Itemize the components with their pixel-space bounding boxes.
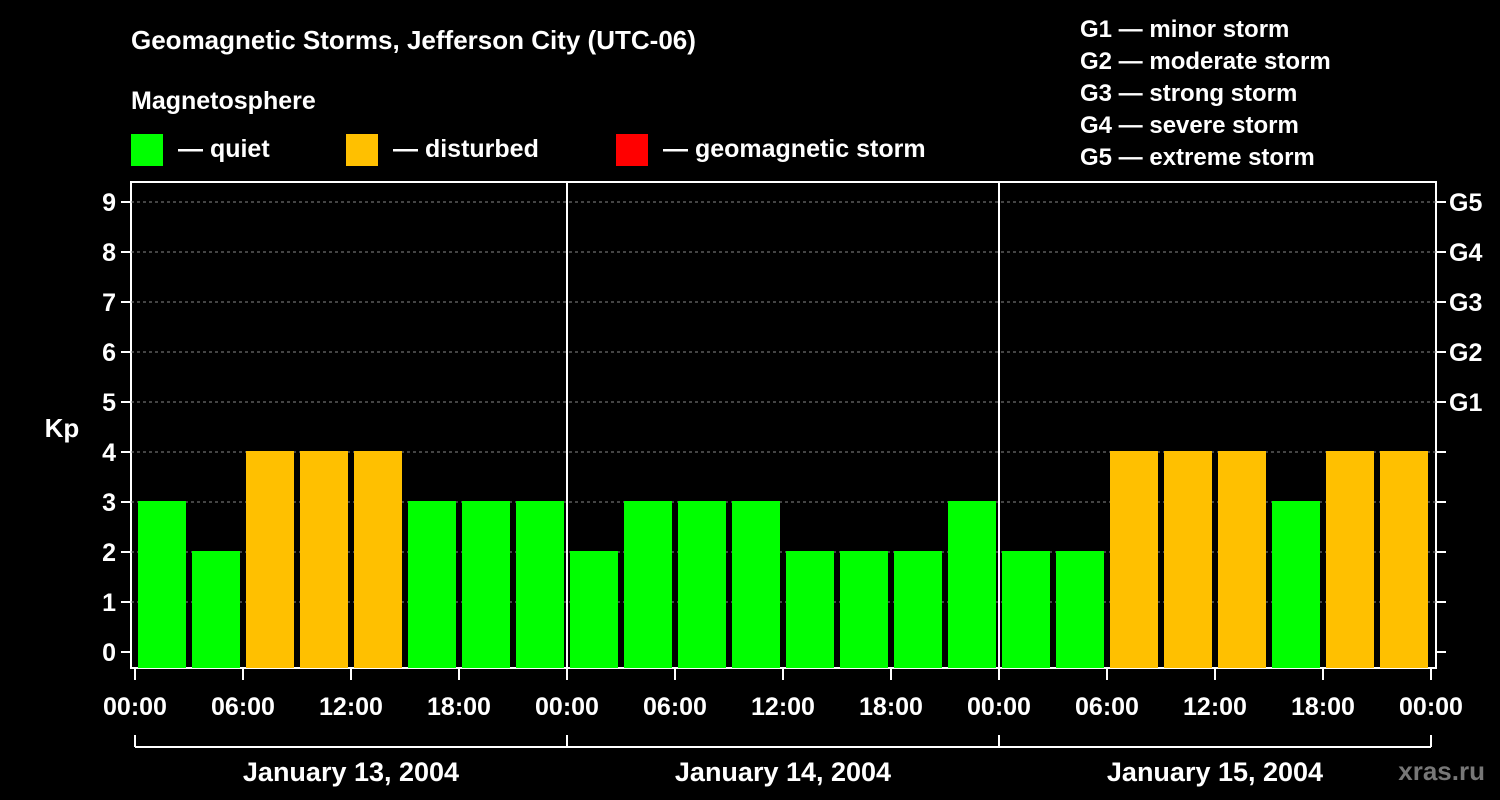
x-tick-label-6: 12:00 xyxy=(751,693,815,721)
bar-9 xyxy=(624,501,672,668)
bar-2 xyxy=(246,451,294,668)
x-tick-label-4: 00:00 xyxy=(535,693,599,721)
g-scale-label-4: G5 xyxy=(1449,189,1482,217)
bar-10 xyxy=(678,501,726,668)
storm-scale-legend: G1 — minor storm G2 — moderate storm G3 — … xyxy=(1080,16,1331,171)
bar-13 xyxy=(840,551,888,668)
y-tick-label-5: 5 xyxy=(102,389,116,417)
legend-swatch-0 xyxy=(131,134,163,166)
bar-3 xyxy=(300,451,348,668)
x-tick-label-11: 18:00 xyxy=(1291,693,1355,721)
bar-7 xyxy=(516,501,564,668)
y-tick-label-7: 7 xyxy=(102,289,116,317)
bar-5 xyxy=(408,501,456,668)
legend-label-0: — quiet xyxy=(178,135,270,163)
day-label-1: January 14, 2004 xyxy=(675,757,891,787)
g-scale-label-3: G4 xyxy=(1449,239,1482,267)
y-axis-label: Kp xyxy=(45,413,80,443)
y-tick-label-8: 8 xyxy=(102,239,116,267)
y-tick-label-4: 4 xyxy=(102,439,116,467)
bar-20 xyxy=(1218,451,1266,668)
legend-label-1: — disturbed xyxy=(393,135,539,163)
g-scale-label-2: G3 xyxy=(1449,289,1482,317)
g-scale-label-1: G2 xyxy=(1449,339,1482,367)
bar-21 xyxy=(1272,501,1320,668)
chart-title: Geomagnetic Storms, Jefferson City (UTC-… xyxy=(131,25,696,55)
bar-14 xyxy=(894,551,942,668)
x-tick-label-2: 12:00 xyxy=(319,693,383,721)
bar-23 xyxy=(1380,451,1428,668)
x-tick-label-12: 00:00 xyxy=(1399,693,1463,721)
bar-8 xyxy=(570,551,618,668)
x-tick-label-10: 12:00 xyxy=(1183,693,1247,721)
bar-1 xyxy=(192,551,240,668)
bar-12 xyxy=(786,551,834,668)
bar-4 xyxy=(354,451,402,668)
bar-19 xyxy=(1164,451,1212,668)
day-label-0: January 13, 2004 xyxy=(243,757,459,787)
legend: — quiet — disturbed — geomagnetic storm xyxy=(131,134,926,166)
x-tick-label-5: 06:00 xyxy=(643,693,707,721)
legend-swatch-2 xyxy=(616,134,648,166)
g-scale-label-0: G1 xyxy=(1449,389,1482,417)
bar-18 xyxy=(1110,451,1158,668)
bar-15 xyxy=(948,501,996,668)
scale-legend-item-0: G1 — minor storm xyxy=(1080,16,1289,43)
scale-legend-item-2: G3 — strong storm xyxy=(1080,80,1297,107)
scale-legend-item-3: G4 — severe storm xyxy=(1080,112,1299,139)
watermark: xras.ru xyxy=(1398,756,1485,786)
x-tick-label-8: 00:00 xyxy=(967,693,1031,721)
legend-label-2: — geomagnetic storm xyxy=(663,135,926,163)
bar-11 xyxy=(732,501,780,668)
bar-0 xyxy=(138,501,186,668)
y-tick-label-1: 1 xyxy=(102,589,116,617)
y-tick-label-3: 3 xyxy=(102,489,116,517)
plot-area: 0 1 2 3 4 5 6 7 8 9 G1 G2 G3 G4 G5 00:00 06:00 12:00 18:00… xyxy=(102,181,1482,787)
y-tick-label-9: 9 xyxy=(102,189,116,217)
bar-6 xyxy=(462,501,510,668)
bar-17 xyxy=(1056,551,1104,668)
scale-legend-item-4: G5 — extreme storm xyxy=(1080,144,1315,171)
y-tick-label-6: 6 xyxy=(102,339,116,367)
x-tick-label-7: 18:00 xyxy=(859,693,923,721)
y-tick-label-0: 0 xyxy=(102,639,116,667)
y-tick-label-2: 2 xyxy=(102,539,116,567)
bar-16 xyxy=(1002,551,1050,668)
scale-legend-item-1: G2 — moderate storm xyxy=(1080,48,1331,75)
legend-swatch-1 xyxy=(346,134,378,166)
bar-22 xyxy=(1326,451,1374,668)
legend-title: Magnetosphere xyxy=(131,87,316,115)
x-tick-label-1: 06:00 xyxy=(211,693,275,721)
x-tick-label-3: 18:00 xyxy=(427,693,491,721)
x-tick-label-0: 00:00 xyxy=(103,693,167,721)
x-tick-label-9: 06:00 xyxy=(1075,693,1139,721)
day-label-2: January 15, 2004 xyxy=(1107,757,1323,787)
